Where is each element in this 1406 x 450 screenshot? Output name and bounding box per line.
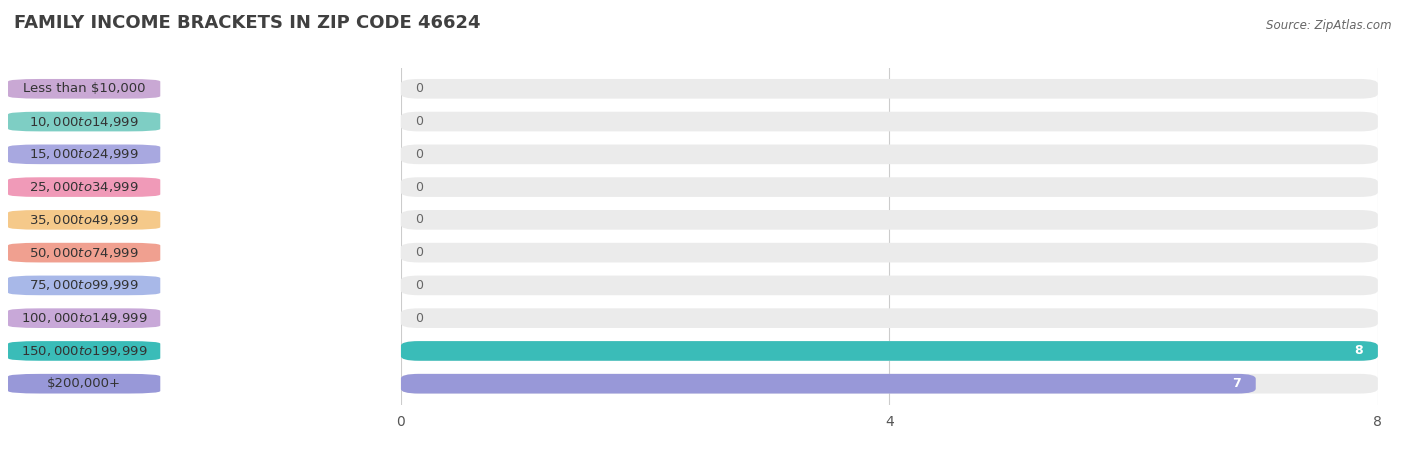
- Text: $200,000+: $200,000+: [48, 377, 121, 390]
- FancyBboxPatch shape: [401, 79, 1378, 99]
- Text: $50,000 to $74,999: $50,000 to $74,999: [30, 246, 139, 260]
- Text: 7: 7: [1232, 377, 1241, 390]
- FancyBboxPatch shape: [401, 177, 1378, 197]
- Text: Less than $10,000: Less than $10,000: [22, 82, 145, 95]
- Text: 0: 0: [415, 213, 423, 226]
- FancyBboxPatch shape: [8, 275, 160, 295]
- Text: 0: 0: [415, 279, 423, 292]
- Text: 8: 8: [1354, 344, 1364, 357]
- FancyBboxPatch shape: [401, 210, 1378, 230]
- FancyBboxPatch shape: [401, 374, 1378, 394]
- Text: 0: 0: [415, 115, 423, 128]
- Text: 0: 0: [415, 82, 423, 95]
- FancyBboxPatch shape: [8, 210, 160, 230]
- FancyBboxPatch shape: [401, 341, 1378, 361]
- Text: $150,000 to $199,999: $150,000 to $199,999: [21, 344, 148, 358]
- FancyBboxPatch shape: [8, 308, 160, 328]
- Text: FAMILY INCOME BRACKETS IN ZIP CODE 46624: FAMILY INCOME BRACKETS IN ZIP CODE 46624: [14, 14, 481, 32]
- FancyBboxPatch shape: [8, 177, 160, 197]
- Text: $25,000 to $34,999: $25,000 to $34,999: [30, 180, 139, 194]
- Text: Source: ZipAtlas.com: Source: ZipAtlas.com: [1267, 18, 1392, 32]
- FancyBboxPatch shape: [8, 341, 160, 361]
- FancyBboxPatch shape: [401, 275, 1378, 295]
- FancyBboxPatch shape: [401, 374, 1256, 394]
- Text: 0: 0: [415, 312, 423, 324]
- FancyBboxPatch shape: [8, 112, 160, 131]
- FancyBboxPatch shape: [401, 112, 1378, 131]
- Text: $10,000 to $14,999: $10,000 to $14,999: [30, 115, 139, 129]
- Text: $15,000 to $24,999: $15,000 to $24,999: [30, 147, 139, 162]
- FancyBboxPatch shape: [401, 308, 1378, 328]
- Text: 0: 0: [415, 246, 423, 259]
- FancyBboxPatch shape: [8, 243, 160, 262]
- Text: $75,000 to $99,999: $75,000 to $99,999: [30, 279, 139, 292]
- FancyBboxPatch shape: [8, 374, 160, 394]
- Text: 0: 0: [415, 180, 423, 194]
- FancyBboxPatch shape: [401, 144, 1378, 164]
- Text: 0: 0: [415, 148, 423, 161]
- FancyBboxPatch shape: [8, 79, 160, 99]
- FancyBboxPatch shape: [401, 341, 1378, 361]
- FancyBboxPatch shape: [8, 144, 160, 164]
- Text: $100,000 to $149,999: $100,000 to $149,999: [21, 311, 148, 325]
- FancyBboxPatch shape: [401, 243, 1378, 262]
- Text: $35,000 to $49,999: $35,000 to $49,999: [30, 213, 139, 227]
